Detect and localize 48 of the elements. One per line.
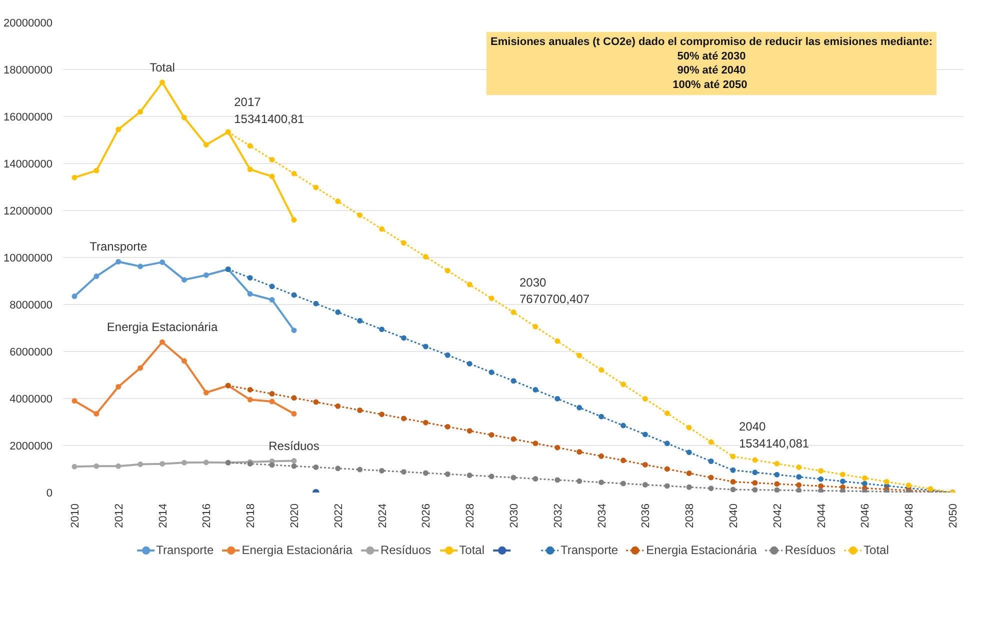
y-tick-label: 8000000 xyxy=(10,300,53,312)
y-tick-label: 20000000 xyxy=(4,18,53,30)
text: Total xyxy=(150,60,175,74)
x-tick-label: 2016 xyxy=(201,503,214,528)
legend-label: Transporte xyxy=(560,543,618,557)
legend-label: Energia Estacionária xyxy=(242,543,352,557)
y-tick-label: 14000000 xyxy=(4,158,53,170)
x-tick-label: 2042 xyxy=(772,503,784,528)
x-tick-label: 2046 xyxy=(860,503,872,528)
legend-label: Resíduos xyxy=(380,543,432,557)
x-tick-label: 2018 xyxy=(245,503,258,528)
legend-label: Total xyxy=(459,543,484,557)
annotation: 2017 15341400,81 xyxy=(234,95,305,126)
x-tick-label: 2010 xyxy=(69,503,82,528)
x-tick-label: 2032 xyxy=(552,503,564,528)
x-tick-label: 2050 xyxy=(948,503,960,528)
x-tick-label: 2028 xyxy=(464,503,477,528)
legend-label: Resíduos xyxy=(784,543,836,557)
x-tick-label: 2030 xyxy=(508,503,520,528)
y-tick-label: 12000000 xyxy=(4,206,53,218)
text: Resíduos xyxy=(268,438,320,453)
y-tick-label: 2000000 xyxy=(10,440,53,452)
y-tick-label: 10000000 xyxy=(4,252,53,264)
y-tick-label: 4000000 xyxy=(10,394,53,406)
x-tick-label: 2034 xyxy=(596,503,608,528)
x-tick-label: 2038 xyxy=(684,503,696,528)
x-tick-label: 2036 xyxy=(640,503,652,528)
y-tick-label: 0 xyxy=(46,488,53,500)
x-tick-label: 2014 xyxy=(157,503,170,528)
x-tick-label: 2044 xyxy=(816,503,828,528)
x-tick-label: 2024 xyxy=(376,503,389,528)
annotation: Emisiones anuales (t CO2e) dado el compromiso de reducir las emisiones mediante: 50% até 2030 90% até 2040 100% até 2050 xyxy=(490,36,932,92)
x-tick-label: 2012 xyxy=(113,503,126,528)
x-tick-label: 2048 xyxy=(904,503,916,528)
legend-label: Energia Estacionária xyxy=(646,543,757,557)
text: Transporte xyxy=(90,240,148,254)
text: Energia Estacionária xyxy=(106,320,218,334)
annotation: 2040 1534140,081 xyxy=(739,420,810,450)
legend-label: Total xyxy=(864,543,889,557)
x-tick-label: 2020 xyxy=(288,503,301,528)
y-tick-label: 16000000 xyxy=(4,112,53,124)
legend-label: Transporte xyxy=(156,543,214,557)
y-tick-label: 6000000 xyxy=(10,346,53,358)
x-tick-label: 2040 xyxy=(728,503,740,528)
x-tick-label: 2022 xyxy=(332,503,345,528)
y-tick-label: 18000000 xyxy=(4,64,53,76)
annotation: 2030 7670700,407 xyxy=(520,275,590,306)
x-tick-label: 2026 xyxy=(420,503,433,528)
